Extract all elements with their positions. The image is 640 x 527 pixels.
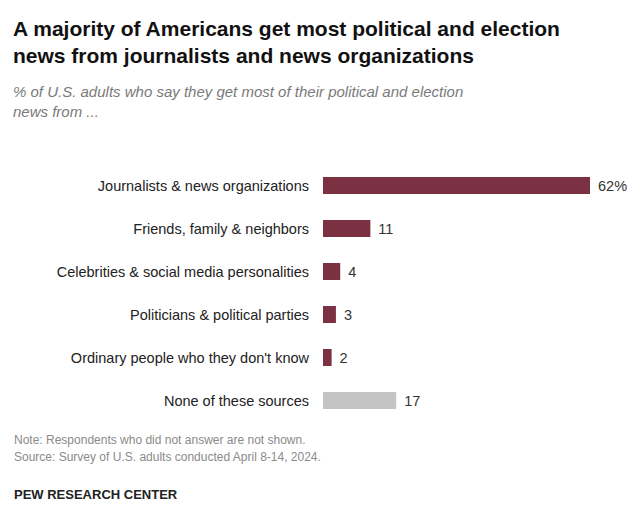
svg-text:% of U.S. adults who say they: % of U.S. adults who say they get most o… <box>13 83 467 100</box>
svg-text:news from journalists and news: news from journalists and news organizat… <box>13 44 474 67</box>
svg-text:Journalists & news organizatio: Journalists & news organizations <box>98 178 309 194</box>
svg-text:Ordinary people who they don't: Ordinary people who they don't know <box>71 350 310 366</box>
svg-text:17: 17 <box>404 393 420 409</box>
svg-text:Friends, family & neighbors: Friends, family & neighbors <box>133 221 309 237</box>
svg-text:Celebrities & social media per: Celebrities & social media personalities <box>57 264 309 280</box>
svg-text:A majority of Americans get mo: A majority of Americans get most politic… <box>13 17 566 40</box>
svg-text:Politicians & political partie: Politicians & political parties <box>130 307 309 323</box>
svg-text:11: 11 <box>378 221 393 237</box>
svg-text:3: 3 <box>344 307 352 323</box>
svg-text:Note: Respondents who did not: Note: Respondents who did not answer are… <box>14 433 306 447</box>
svg-text:PEW RESEARCH CENTER: PEW RESEARCH CENTER <box>14 487 178 502</box>
svg-text:62%: 62% <box>598 178 627 194</box>
svg-text:news from ...: news from ... <box>13 103 99 120</box>
svg-text:None of these sources: None of these sources <box>164 393 309 409</box>
svg-text:2: 2 <box>340 350 348 366</box>
svg-text:Source: Survey of U.S. adults: Source: Survey of U.S. adults conducted … <box>14 450 321 464</box>
svg-text:4: 4 <box>348 264 356 280</box>
